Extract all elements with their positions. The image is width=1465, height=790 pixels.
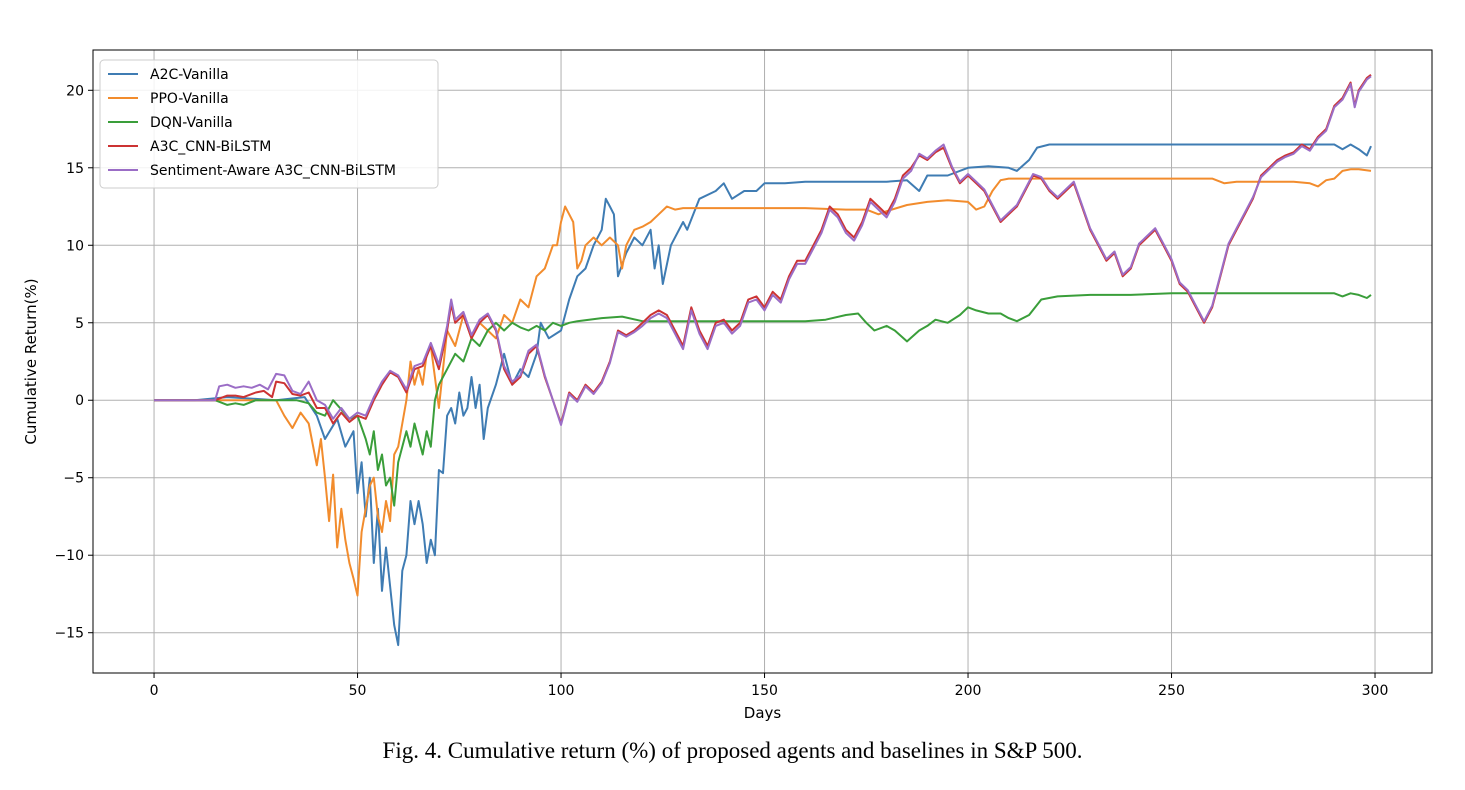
x-tick-label: 300 [1362,683,1389,699]
axis-ticks: 0 50 100 150 200 250 300 −15 −10 −5 0 5 10 15 20 [54,83,1388,699]
y-tick-label: 0 [75,393,84,409]
x-tick-label: 0 [150,683,159,699]
legend-label: Sentiment-Aware A3C_CNN-BiLSTM [150,163,396,179]
figure-caption: Fig. 4. Cumulative return (%) of propose… [382,738,1083,763]
y-tick-label: −15 [54,626,84,642]
x-axis-label: Days [744,704,782,722]
y-tick-label: 10 [66,238,84,254]
plot-frame [92,49,1433,674]
legend-label: A3C_CNN-BiLSTM [150,139,271,155]
x-tick-label: 150 [751,683,778,699]
y-tick-label: 5 [75,316,84,332]
y-tick-label: 20 [66,83,84,99]
series-line-3 [154,292,1372,507]
y-tick-label: −10 [54,548,84,564]
series-lines [154,74,1372,647]
legend-box [99,59,439,189]
legend-label: DQN-Vanilla [150,115,233,131]
series-line-5 [154,75,1372,426]
x-tick-label: 50 [349,683,367,699]
series-line-4 [154,74,1372,425]
x-tick-label: 200 [955,683,982,699]
legend-label: A2C-Vanilla [150,67,229,83]
y-tick-label: 15 [66,161,84,177]
x-tick-label: 100 [548,683,575,699]
x-tick-label: 250 [1158,683,1185,699]
y-tick-label: −5 [63,471,84,487]
y-axis-label: Cumulative Return(%) [22,278,40,444]
legend: A2C-Vanilla PPO-Vanilla DQN-Vanilla A3C_CNN… [99,59,439,189]
series-line-2 [154,168,1372,597]
legend-label: PPO-Vanilla [150,91,229,107]
series-line-1 [154,143,1372,647]
